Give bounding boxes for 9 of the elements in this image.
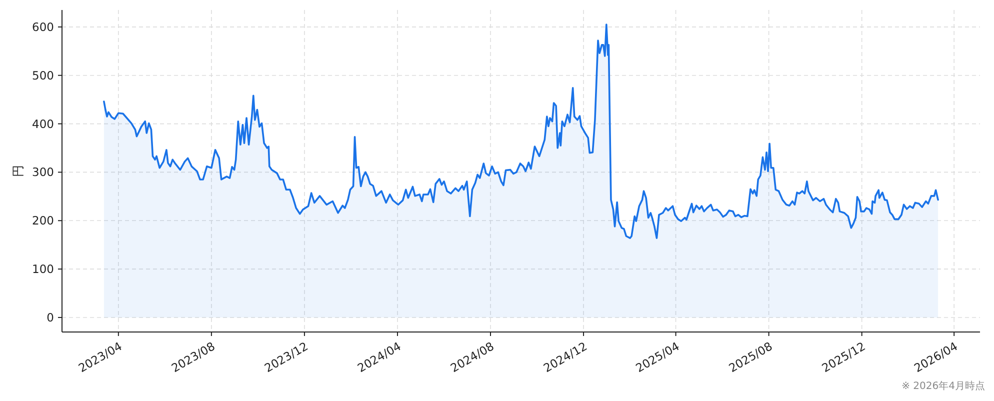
y-tick-label: 100 (32, 262, 54, 276)
text: ※ 2026年4月時点 (902, 380, 985, 392)
y-tick-label: 500 (32, 68, 54, 82)
y-tick-label: 200 (32, 214, 54, 228)
y-axis-title: 円 (11, 165, 25, 177)
y-tick-label: 300 (32, 165, 54, 180)
y-tick-label: 0 (46, 310, 54, 324)
y-tick-label: 600 (32, 20, 54, 34)
y-tick-label: 400 (32, 116, 54, 131)
